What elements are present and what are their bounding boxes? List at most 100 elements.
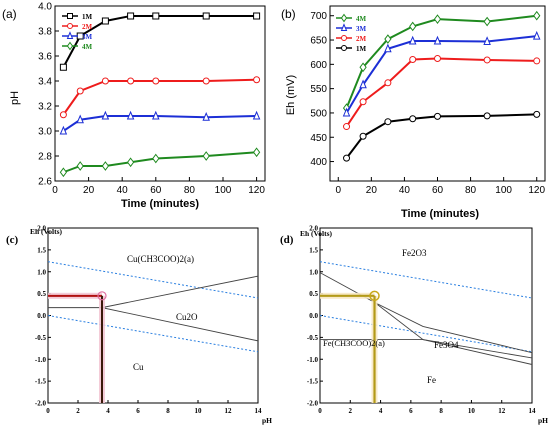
b-legend-marker-4M	[340, 13, 348, 23]
b-series-line-4M	[345, 14, 537, 109]
panel-a-plot-frame	[54, 5, 266, 182]
c-x-tick-label: 2	[76, 407, 80, 415]
a-x-tick-label: 40	[117, 185, 129, 196]
c-operating-point	[97, 291, 107, 301]
b-legend-label-1M: 1M	[356, 45, 367, 53]
b-series-line-3M	[345, 35, 537, 114]
b-data-point-4M	[433, 14, 442, 24]
a-data-point-4M	[101, 161, 110, 171]
a-series-line-3M	[62, 115, 257, 132]
panel-a-chart: (a) 0 20 40 60 80 100 120 2.6 2.8 3.0 3.2 3.4 3.6 3.8…	[2, 2, 266, 210]
b-x-tick-label: 80	[465, 185, 477, 196]
a-y-tick-label: 4.0	[38, 2, 52, 13]
a-data-point-4M	[76, 161, 84, 171]
c-x-tick-label: 4	[106, 407, 110, 415]
a-data-point-3M	[59, 125, 68, 135]
b-data-point-4M	[359, 62, 367, 73]
a-x-tick-label: 120	[248, 185, 265, 196]
a-data-point-1M	[127, 12, 135, 20]
c-phase-boundary	[101, 275, 259, 309]
b-data-point-2M	[359, 98, 367, 106]
d-water-stability-line	[319, 261, 533, 299]
a-x-tick-label: 0	[52, 185, 58, 196]
b-y-tick-label: 400	[310, 157, 327, 168]
b-data-point-3M	[359, 79, 367, 89]
a-data-point-2M	[76, 87, 84, 95]
b-data-point-2M	[434, 55, 441, 62]
a-legend-label-3M: 3M	[82, 33, 93, 41]
a-x-tick-label: 60	[150, 185, 162, 196]
a-legend-marker-4M	[66, 41, 74, 51]
b-legend-marker-3M	[340, 23, 348, 31]
b-legend-label-4M: 4M	[356, 15, 367, 23]
b-y-tick-label: 550	[310, 84, 327, 95]
b-data-point-3M	[483, 36, 491, 45]
b-data-point-4M	[533, 10, 541, 21]
d-y-tick-label: 0.0	[309, 312, 318, 320]
b-data-point-1M	[409, 115, 417, 123]
panel-c-region-cu2o: Cu2O	[176, 312, 198, 322]
d-x-tick-label: 4	[379, 407, 383, 415]
c-water-stability-line	[47, 315, 259, 353]
a-series-line-4M	[63, 151, 257, 174]
b-data-point-3M	[532, 30, 541, 40]
a-y-tick-label: 3.0	[38, 127, 52, 138]
b-data-point-2M	[384, 79, 392, 87]
a-data-point-2M	[59, 111, 67, 119]
a-data-point-1M	[59, 63, 67, 71]
d-y-tick-label: 1.0	[309, 268, 318, 276]
b-legend-label-2M: 2M	[356, 35, 367, 43]
panel-a-xlabel: Time (minutes)	[121, 198, 199, 210]
d-phase-boundary	[319, 272, 533, 359]
b-x-tick-label: 60	[432, 185, 444, 196]
d-operating-point	[369, 290, 380, 302]
panel-a-ylabel: pH	[9, 91, 21, 105]
a-data-point-2M	[253, 76, 261, 84]
a-data-point-4M	[252, 147, 261, 158]
c-x-tick-label: 12	[225, 407, 233, 415]
a-y-tick-label: 3.6	[38, 52, 52, 63]
b-y-tick-label: 450	[310, 133, 327, 144]
a-data-point-4M	[59, 167, 68, 178]
b-y-tick-label: 650	[310, 36, 327, 47]
panel-c-label: (c)	[6, 234, 19, 246]
a-series-line-2M	[62, 78, 257, 116]
c-water-stability-line	[47, 261, 259, 299]
c-x-tick-label: 14	[255, 407, 263, 415]
a-data-point-2M	[127, 77, 135, 85]
b-x-tick-label: 20	[366, 185, 378, 196]
panel-d-ylabel: Eh (Volts)	[300, 229, 333, 238]
b-data-point-1M	[434, 112, 441, 120]
a-data-point-4M	[126, 157, 135, 168]
b-data-point-4M	[483, 16, 491, 27]
a-data-point-1M	[101, 17, 109, 25]
d-y-tick-label: -1.5	[307, 378, 319, 386]
a-legend-label-4M: 4M	[82, 43, 93, 51]
a-y-tick-label: 2.8	[38, 152, 52, 163]
d-x-tick-label: 6	[409, 407, 413, 415]
panel-c-diagram: (c) Eh (Volts) 0 2 4 6 8 10 12 14 2.0 1.5 1.0 0.5 0.…	[6, 225, 272, 426]
b-y-tick-label: 500	[310, 108, 327, 119]
d-y-tick-label: -0.5	[307, 334, 319, 342]
b-legend-marker-2M	[341, 35, 347, 41]
c-x-tick-label: 6	[136, 407, 140, 415]
a-x-tick-label: 100	[215, 185, 232, 196]
b-data-point-3M	[342, 107, 351, 117]
a-data-point-3M	[152, 110, 160, 120]
b-y-tick-label: 700	[310, 11, 327, 22]
a-legend-marker-3M	[66, 31, 74, 39]
b-data-point-4M	[384, 34, 392, 44]
b-x-tick-label: 40	[399, 185, 411, 196]
a-series-line-1M	[62, 15, 257, 68]
c-y-tick-label: -0.5	[35, 334, 47, 342]
d-y-tick-label: -2.0	[307, 400, 319, 408]
a-data-point-3M	[101, 110, 110, 120]
a-data-point-3M	[252, 110, 261, 120]
b-y-tick-label: 600	[310, 60, 327, 71]
b-data-point-3M	[433, 35, 442, 45]
panel-c-region-cu-acetate: Cu(CH3COO)2(a)	[127, 254, 194, 264]
panel-d-region-fe-acetate: Fe(CH3COO)2(a)	[323, 338, 385, 348]
b-x-tick-label: 100	[495, 185, 512, 196]
a-y-tick-label: 3.2	[38, 102, 52, 113]
c-x-tick-label: 8	[166, 407, 170, 415]
